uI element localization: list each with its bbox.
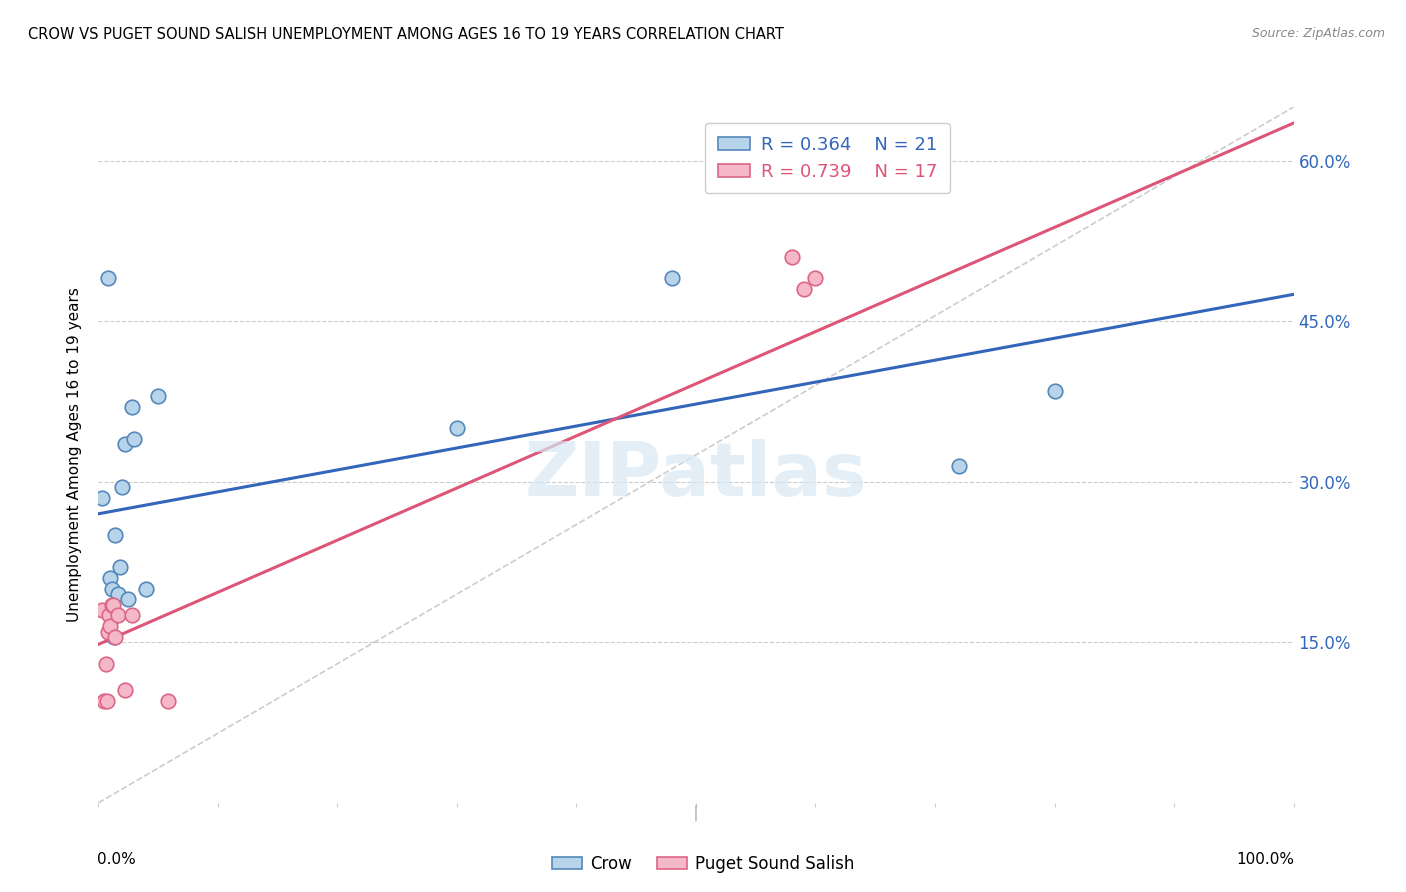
Point [156, 694, 179, 708]
Point [121, 400, 143, 414]
Point [948, 458, 970, 473]
Y-axis label: Unemployment Among Ages 16 to 19 years: Unemployment Among Ages 16 to 19 years [67, 287, 83, 623]
Point [91, 603, 114, 617]
Point [94, 657, 117, 671]
Point [100, 582, 122, 596]
Point [446, 421, 468, 435]
Point [98, 571, 122, 585]
Point [98, 608, 121, 623]
Point [93, 694, 115, 708]
Legend: Crow, Puget Sound Salish: Crow, Puget Sound Salish [546, 848, 860, 880]
Point [148, 389, 170, 403]
Point [124, 432, 146, 446]
Point [103, 630, 125, 644]
Text: Source: ZipAtlas.com: Source: ZipAtlas.com [1251, 27, 1385, 40]
Point [135, 582, 157, 596]
Point [98, 619, 122, 633]
Point [100, 598, 122, 612]
Point [101, 603, 124, 617]
Point [96, 694, 118, 708]
Text: 0.0%: 0.0% [97, 852, 136, 866]
Text: ZIPatlas: ZIPatlas [524, 439, 868, 512]
Text: CROW VS PUGET SOUND SALISH UNEMPLOYMENT AMONG AGES 16 TO 19 YEARS CORRELATION CH: CROW VS PUGET SOUND SALISH UNEMPLOYMENT … [28, 27, 785, 42]
Point [114, 437, 136, 451]
Point [108, 560, 131, 574]
Point [104, 528, 127, 542]
Point [1043, 384, 1066, 398]
Point [121, 608, 143, 623]
Point [111, 480, 134, 494]
Point [107, 608, 129, 623]
Point [91, 491, 114, 505]
Point [105, 608, 128, 623]
Point [114, 683, 136, 698]
Point [780, 250, 803, 264]
Point [101, 598, 124, 612]
Legend: R = 0.364    N = 21, R = 0.739    N = 17: R = 0.364 N = 21, R = 0.739 N = 17 [704, 123, 950, 194]
Text: 100.0%: 100.0% [1237, 852, 1295, 866]
Point [104, 630, 127, 644]
Point [793, 282, 815, 296]
Point [97, 624, 120, 639]
Point [117, 592, 139, 607]
Point [97, 271, 120, 285]
Point [661, 271, 683, 285]
Point [804, 271, 827, 285]
Point [107, 587, 129, 601]
